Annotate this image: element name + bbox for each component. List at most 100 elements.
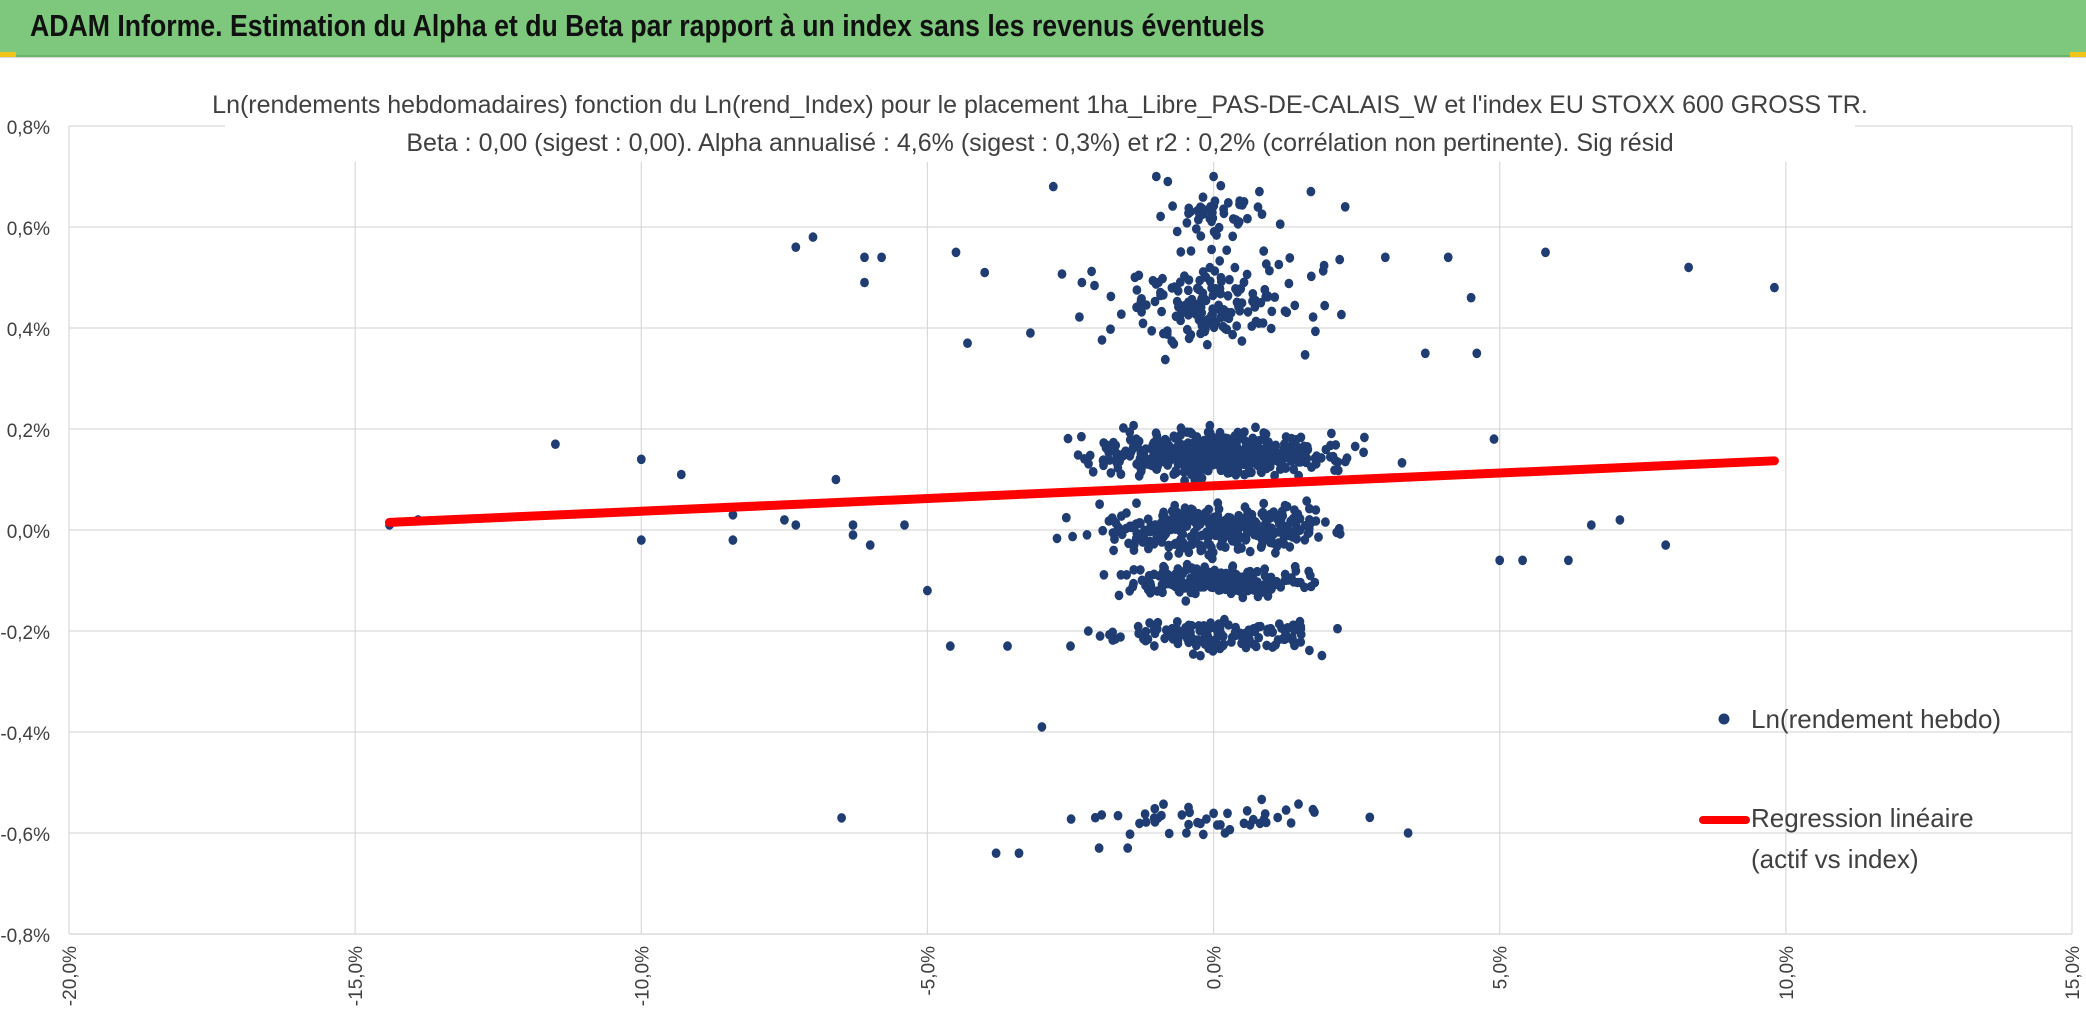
data-point [1198,204,1207,214]
x-tick-label: 15,0% [2063,946,2084,1000]
data-point [1234,448,1243,459]
data-point [1420,348,1430,359]
data-point [1284,278,1294,289]
data-point [1489,434,1499,444]
data-point [1150,628,1160,639]
data-point [1116,632,1125,642]
data-point [1341,456,1350,467]
data-point [1258,318,1268,328]
x-tick-label: 10,0% [1777,946,1798,1000]
data-point [1263,291,1273,301]
data-point [1111,447,1121,458]
data-point [1306,581,1316,592]
data-point [1283,623,1292,633]
data-point [1202,339,1212,350]
data-point [1257,209,1267,219]
data-point [1242,269,1252,280]
data-point [1217,536,1227,546]
data-point [951,247,961,258]
data-point [1066,641,1075,651]
data-point [1088,467,1098,477]
data-point [1251,442,1261,453]
data-point [1265,509,1275,520]
data-point [1082,530,1092,540]
y-tick-label: 0,4% [7,320,50,341]
data-point [1227,637,1236,647]
data-point [1182,218,1192,228]
y-tick-label: 0,6% [7,219,50,240]
data-point [1183,285,1193,296]
data-point [1235,306,1245,316]
data-point [837,813,846,823]
data-point [1302,496,1312,506]
data-point [1365,812,1375,823]
data-point [1280,569,1290,580]
data-point [980,267,990,278]
data-point [1077,431,1086,442]
data-point [1197,473,1207,484]
data-point [1159,507,1168,518]
data-point [1207,438,1216,448]
data-point [1182,828,1191,838]
data-point [1182,324,1192,335]
data-point [1026,328,1035,338]
chart-title-layer: Ln(rendements hebdomadaires) fonction du… [212,82,1868,162]
data-point [1087,266,1096,277]
data-point [1222,245,1232,255]
data-point [1095,499,1104,510]
data-point [1186,206,1195,217]
data-point [808,232,818,242]
data-point [1124,538,1133,549]
data-point [1139,533,1149,543]
data-point [1340,202,1350,212]
data-point [1176,247,1186,257]
data-point [1245,546,1255,557]
data-point [791,242,801,252]
data-point [1129,420,1138,431]
y-tick-label: 0,0% [7,522,50,543]
data-point [1181,596,1191,606]
data-point [1063,433,1073,444]
x-tick-label: -15,0% [346,946,367,1006]
data-point [1219,208,1229,219]
data-point [1090,280,1099,291]
data-point [1116,469,1126,480]
data-point [1472,348,1482,359]
data-point [1237,200,1247,210]
data-point [1223,291,1233,301]
data-point [1564,555,1573,566]
data-point [1077,277,1087,288]
regression-line-layer [384,456,1779,527]
data-point [1136,294,1146,305]
data-point [1144,543,1153,554]
data-point [1106,468,1116,478]
data-point [1198,192,1208,202]
data-point [1209,171,1218,182]
data-point [1174,548,1184,558]
data-point [1129,565,1139,575]
data-point [1359,447,1368,458]
data-point [1164,828,1174,839]
data-point [1132,285,1142,295]
data-point [1164,551,1173,561]
data-point [1350,441,1360,452]
data-point [676,469,686,480]
x-tick-label: -20,0% [60,946,81,1006]
data-point [1233,287,1242,297]
data-point [1169,628,1178,639]
data-point [848,530,858,540]
data-point [1219,516,1229,526]
y-tick-label: -0,8% [0,926,50,947]
data-point [1095,631,1105,641]
data-point [1403,828,1413,838]
data-point [1157,306,1166,317]
chart-subtitle: Beta : 0,00 (sigest : 0,00). Alpha annua… [406,129,1673,157]
data-point [1170,500,1180,511]
data-point [1274,619,1284,629]
data-point [1289,577,1298,587]
data-point [1170,282,1179,292]
data-point [1294,799,1303,809]
data-point [1244,520,1254,531]
data-point [551,439,560,450]
data-point [1154,532,1164,543]
